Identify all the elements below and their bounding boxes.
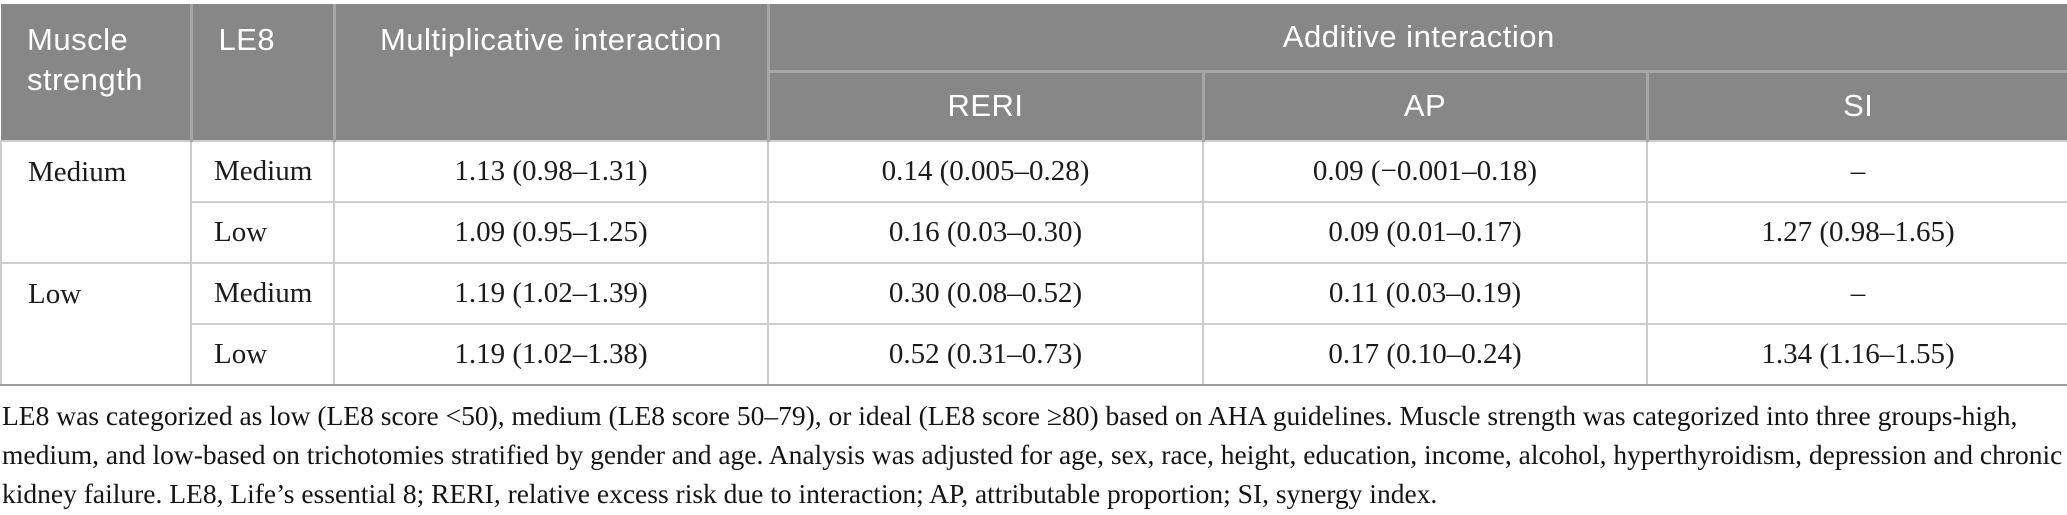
cell-reri: 0.30 (0.08–0.52) <box>767 262 1204 325</box>
cell-ap: 0.09 (0.01–0.17) <box>1202 201 1648 264</box>
cell-ap: 0.11 (0.03–0.19) <box>1202 262 1648 325</box>
table-row: Low 1.19 (1.02–1.38) 0.52 (0.31–0.73) 0.… <box>1 323 2067 386</box>
cell-ap: 0.09 (−0.001–0.18) <box>1202 140 1648 203</box>
header-ap: AP <box>1201 71 1647 141</box>
cell-reri: 0.16 (0.03–0.30) <box>767 201 1204 264</box>
table-footnote: LE8 was categorized as low (LE8 score <5… <box>2 400 2063 509</box>
cell-si: – <box>1646 262 2067 325</box>
table-row: Low Medium 1.19 (1.02–1.39) 0.30 (0.08–0… <box>0 262 2067 386</box>
cell-reri: 0.14 (0.005–0.28) <box>767 140 1204 203</box>
cell-le8: Low <box>190 323 335 386</box>
table-body: Medium Medium 1.13 (0.98–1.31) 0.14 (0.0… <box>0 140 2067 386</box>
cell-multiplicative: 1.09 (0.95–1.25) <box>333 201 769 264</box>
cell-muscle-strength-low: Low <box>0 262 192 386</box>
table-row: Low 1.09 (0.95–1.25) 0.16 (0.03–0.30) 0.… <box>1 201 2067 264</box>
cell-ap: 0.17 (0.10–0.24) <box>1202 323 1648 386</box>
table-header: Muscle strength LE8 Multiplicative inter… <box>1 4 2067 141</box>
cell-si: 1.27 (0.98–1.65) <box>1646 201 2067 264</box>
header-additive-interaction: Additive interaction <box>766 4 2067 73</box>
header-multiplicative-interaction: Multiplicative interaction <box>332 4 768 141</box>
cell-si: – <box>1646 140 2067 203</box>
cell-le8: Medium <box>190 140 335 203</box>
header-le8: LE8 <box>189 4 334 141</box>
cell-si: 1.34 (1.16–1.55) <box>1646 323 2067 386</box>
header-si: SI <box>1645 71 2067 141</box>
header-reri: RERI <box>766 71 1203 141</box>
cell-le8: Low <box>190 201 335 264</box>
cell-muscle-strength-medium: Medium <box>0 140 192 264</box>
table-row: Medium Medium 1.13 (0.98–1.31) 0.14 (0.0… <box>0 140 2067 264</box>
cell-le8: Medium <box>190 262 335 325</box>
cell-multiplicative: 1.13 (0.98–1.31) <box>333 140 769 203</box>
cell-multiplicative: 1.19 (1.02–1.39) <box>333 262 769 325</box>
interaction-table: Muscle strength LE8 Multiplicative inter… <box>0 4 2067 386</box>
cell-reri: 0.52 (0.31–0.73) <box>767 323 1204 386</box>
cell-multiplicative: 1.19 (1.02–1.38) <box>333 323 769 386</box>
header-muscle-strength: Muscle strength <box>1 4 191 141</box>
